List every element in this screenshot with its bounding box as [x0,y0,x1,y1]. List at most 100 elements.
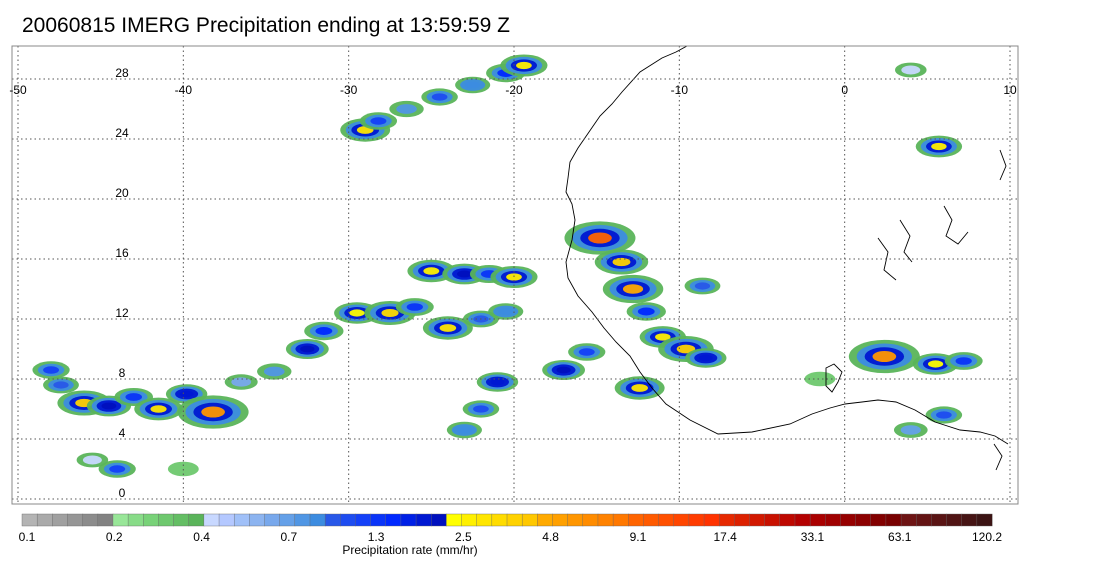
colorbar-tick-labels: 0.1 0.2 0.4 0.7 1.3 2.5 4.8 9.1 17.4 33.1 63.1 120.… [19,530,1003,544]
colorbar-swatch [506,513,523,527]
lon-tick-label: -20 [505,83,523,97]
lat-tick-label: 16 [115,246,129,260]
colorbar-tick-label: 0.2 [106,530,123,544]
precip-cell [177,395,249,429]
colorbar-swatch [597,513,614,527]
precip-cell [685,348,727,368]
colorbar-swatch [173,513,190,527]
colorbar-swatch [809,513,826,527]
lat-lon-grid [12,46,1018,504]
lat-tick-label: 12 [115,306,129,320]
colorbar-tick-label: 17.4 [714,530,738,544]
colorbar-swatch [188,513,205,527]
colorbar-swatch [143,513,159,527]
colorbar-swatch [446,513,463,527]
colorbar-swatch [67,513,84,527]
lon-tick-label: 10 [1003,83,1017,97]
colorbar [21,513,993,527]
colorbar-swatch [931,513,948,527]
colorbar-tick-label: 0.7 [280,530,297,544]
precip-cell [915,135,963,158]
colorbar-swatch [764,513,781,527]
precip-cell [626,302,666,321]
colorbar-tick-label: 0.4 [193,530,210,544]
colorbar-swatch [688,513,705,527]
precip-cell [76,452,109,468]
precip-cell [944,352,983,370]
colorbar-swatch [612,513,629,527]
colorbar-swatch [976,513,993,527]
colorbar-swatch [734,513,751,527]
precip-cell [488,303,524,320]
africa-coastline [565,46,1009,445]
longitude-labels: -50 -40 -30 -20 -10 0 10 [9,83,1017,97]
colorbar-swatch [340,513,356,527]
colorbar-swatch [567,513,584,527]
coastline [565,46,1009,471]
colorbar-swatch [400,513,417,527]
lon-tick-label: -10 [671,83,689,97]
coast-detail-4 [999,149,1007,181]
colorbar-tick-label: 1.3 [368,530,385,544]
colorbar-swatch [643,513,660,527]
precip-cell [455,76,491,94]
colorbar-swatch [233,513,250,527]
precip-cell [285,338,329,360]
precip-cell [389,100,424,118]
precip-cell [564,221,636,255]
colorbar-swatch [385,513,402,527]
colorbar-swatch [794,513,811,527]
lon-tick-label: -40 [175,83,193,97]
colorbar-swatch [218,513,235,527]
colorbar-swatch [294,513,311,527]
colorbar-swatch [673,513,690,527]
colorbar-tick-label: 9.1 [630,530,647,544]
colorbar-swatch [203,513,220,527]
colorbar-swatch [840,513,857,527]
lat-tick-label: 20 [115,186,129,200]
colorbar-swatch [855,513,872,527]
precip-cell [421,88,458,106]
colorbar-swatch [885,513,902,527]
precip-cell [446,421,482,439]
lon-tick-label: 0 [841,83,848,97]
colorbar-swatch [718,513,735,527]
precip-cell [804,371,836,387]
coast-detail-1 [943,205,969,245]
lon-tick-label: -30 [340,83,358,97]
colorbar-swatch [870,513,887,527]
precip-cell [407,259,456,283]
colorbar-swatch [552,513,569,527]
precip-cell [542,359,586,381]
precip-cell [359,112,398,130]
colorbar-swatch [946,513,963,527]
colorbar-swatch [52,513,68,527]
plot-frame [11,45,1019,505]
colorbar-swatch [582,513,599,527]
precip-cell [462,400,500,418]
precip-cell [304,321,344,341]
colorbar-swatch [309,513,326,527]
lat-tick-label: 24 [115,126,129,140]
coast-detail-5 [993,443,1003,471]
colorbar-swatch [476,513,493,527]
precip-cell [500,54,548,77]
precip-cell [684,277,721,295]
colorbar-swatch [461,513,478,527]
colorbar-swatch [491,513,508,527]
lake-volta [825,363,843,393]
colorbar-swatch [82,513,99,527]
colorbar-swatch [537,513,553,527]
lon-tick-label: -50 [9,83,27,97]
colorbar-swatch [658,513,675,527]
precip-cell [894,62,927,78]
colorbar-tick-label: 120.2 [972,530,1002,544]
colorbar-swatch [97,513,114,527]
coast-detail-2 [899,219,913,263]
colorbar-swatch [415,513,432,527]
colorbar-swatch [779,513,796,527]
precip-cell [568,343,606,361]
colorbar-tick-label: 4.8 [542,530,559,544]
lat-tick-label: 8 [119,366,126,380]
